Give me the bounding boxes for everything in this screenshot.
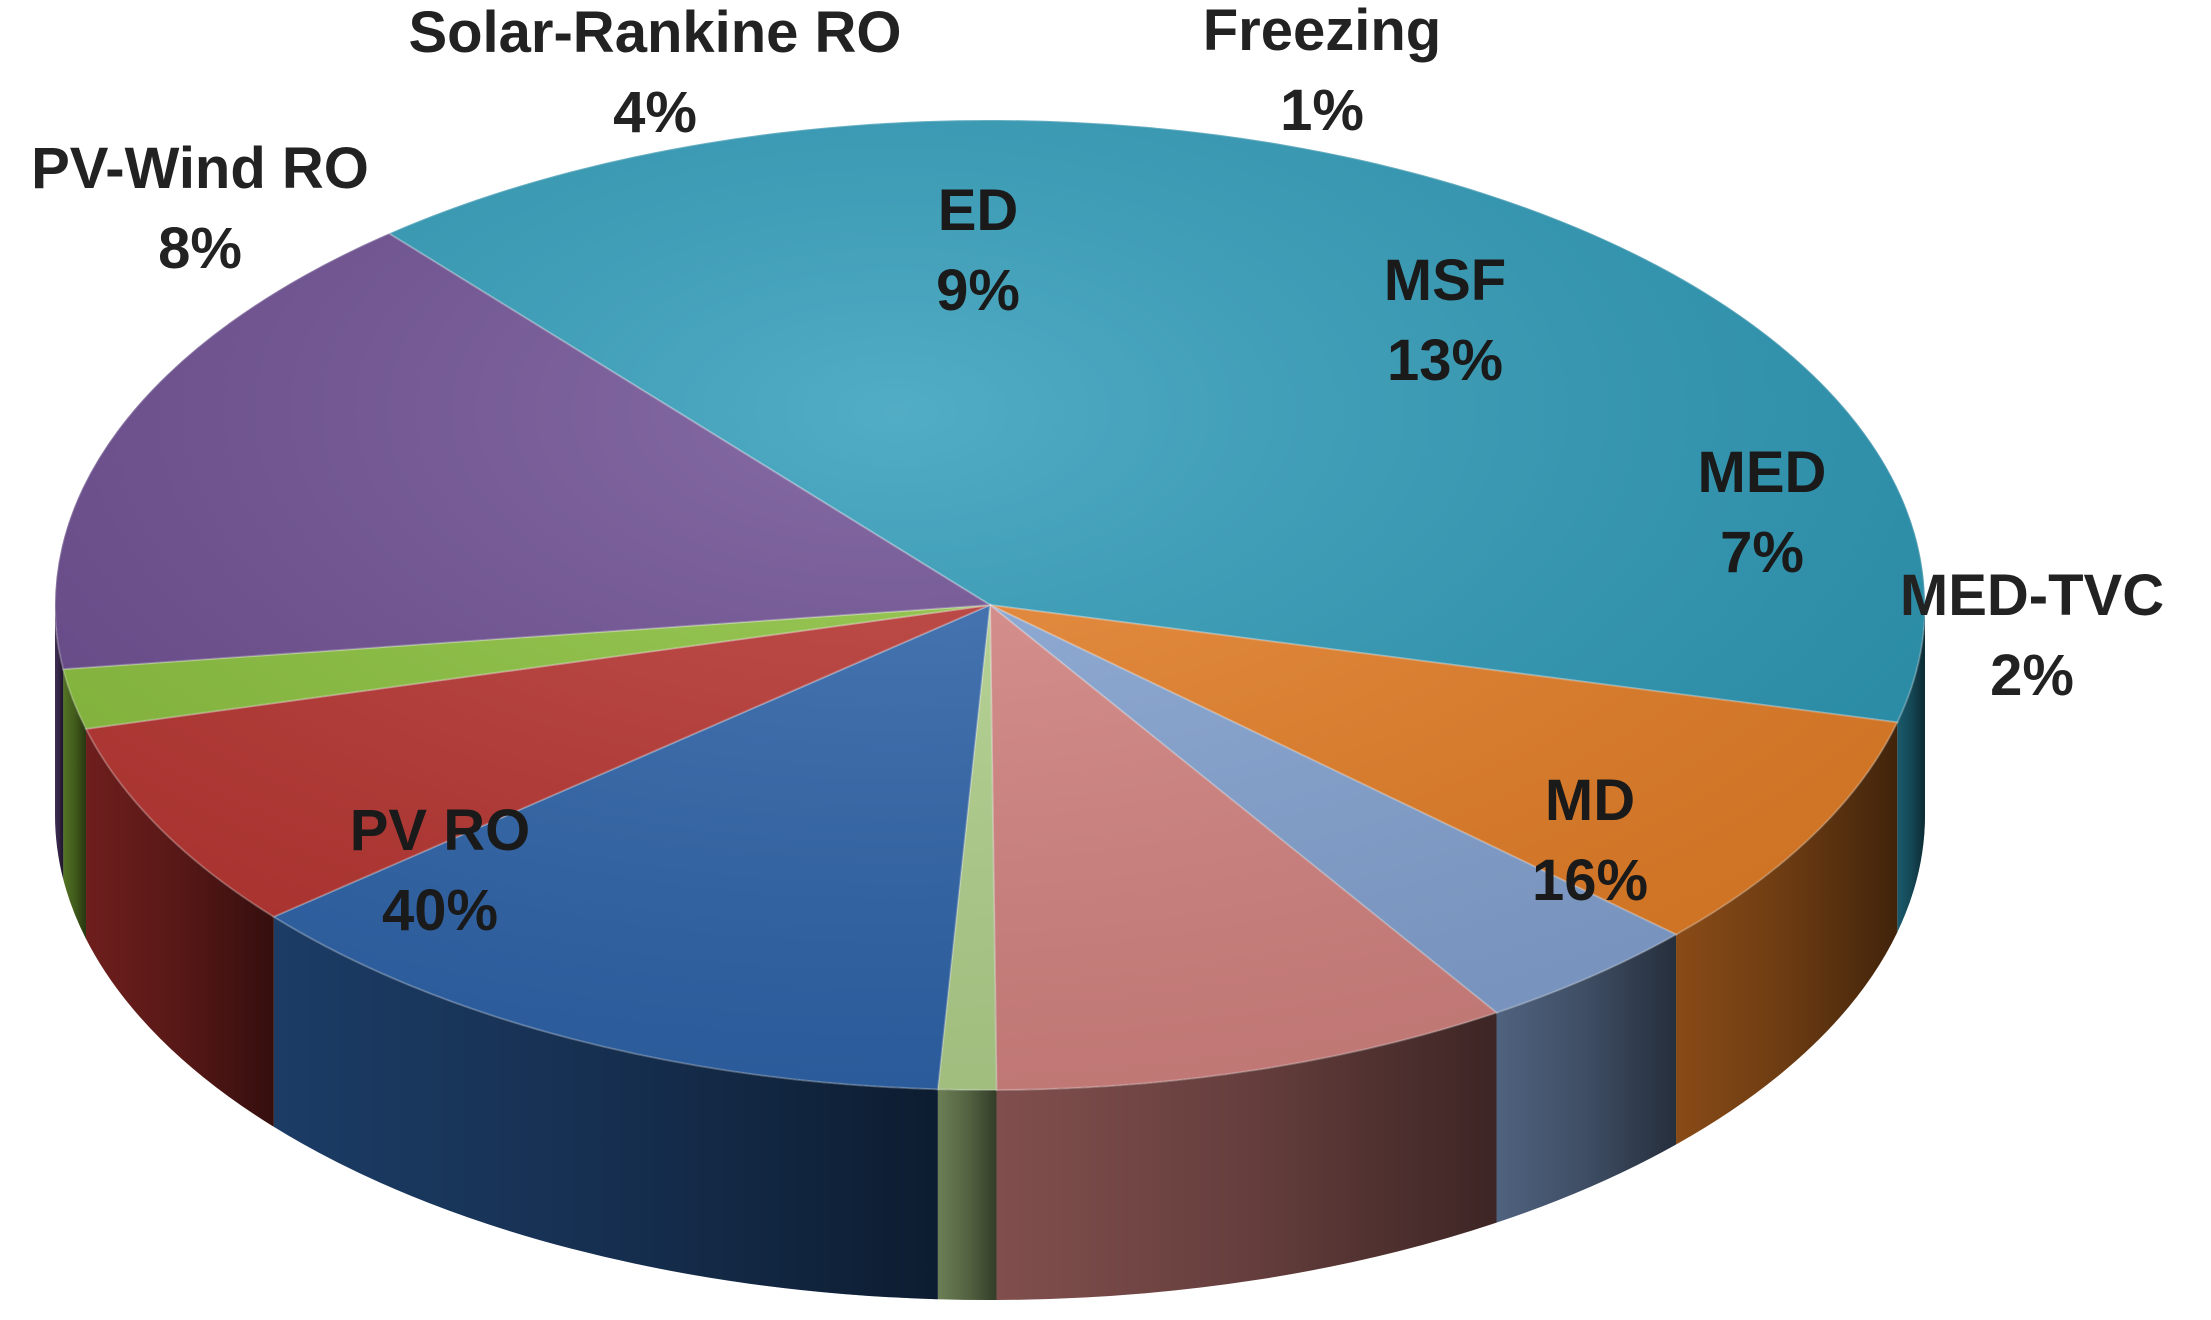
pie-side-shade — [55, 605, 64, 880]
slice-label-ed: ED — [938, 178, 1019, 243]
pie-labels: PV RO 40% PV-Wind RO 8% Solar-Rankine RO 4% ED… — [31, 0, 2164, 943]
pie-side-shade — [63, 669, 87, 939]
slice-percent-med: 7% — [1720, 520, 1804, 585]
slice-percent-med-tvc: 2% — [1990, 643, 2074, 708]
slice-percent-pv-wind-ro: 8% — [158, 216, 242, 281]
slice-percent-msf: 13% — [1387, 328, 1503, 393]
slice-label-md: MD — [1545, 768, 1635, 833]
slice-percent-md: 16% — [1532, 848, 1648, 913]
slice-label-solar-rankine-ro: Solar-Rankine RO — [408, 0, 901, 65]
pie-side-shade — [1496, 934, 1677, 1223]
pie-side-shade — [273, 916, 938, 1300]
slice-label-pv-ro: PV RO — [350, 798, 531, 863]
slice-label-med: MED — [1698, 440, 1827, 505]
pie-sides — [55, 605, 1925, 1300]
slice-percent-ed: 9% — [936, 258, 1020, 323]
slice-label-msf: MSF — [1384, 248, 1506, 313]
slice-percent-freezing: 1% — [1280, 78, 1364, 143]
pie-side-shade — [996, 1012, 1497, 1300]
pie-side-shade — [86, 728, 274, 1127]
pie-tops — [54, 119, 1927, 1091]
slice-label-med-tvc: MED-TVC — [1900, 563, 2164, 628]
pie-side-shade — [1676, 722, 1898, 1145]
pie-top-shade — [55, 120, 1925, 1090]
slice-percent-solar-rankine-ro: 4% — [613, 80, 697, 145]
slice-label-pv-wind-ro: PV-Wind RO — [31, 136, 369, 201]
pie-side-shade — [1897, 605, 1925, 933]
pie-side-shade — [937, 1089, 997, 1300]
slice-label-freezing: Freezing — [1203, 0, 1442, 63]
slice-percent-pv-ro: 40% — [382, 878, 498, 943]
